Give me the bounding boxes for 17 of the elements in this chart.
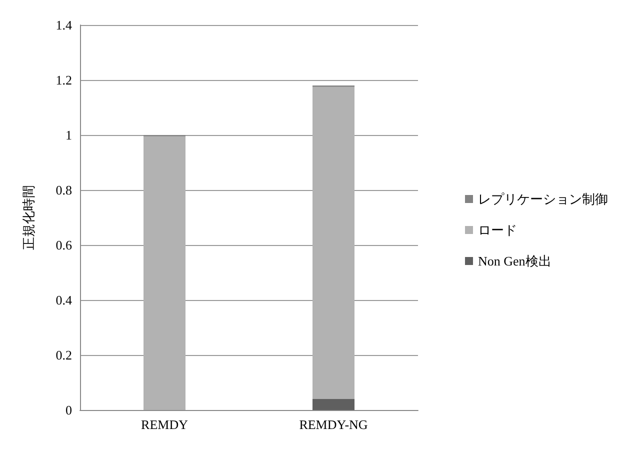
x-tick-label: REMDY (141, 417, 189, 432)
y-axis-title: 正規化時間 (21, 185, 36, 250)
bar (312, 86, 354, 399)
y-tick-label: 1.2 (56, 72, 72, 88)
y-tick-label: 0.2 (56, 348, 72, 362)
legend-label: ロード (478, 222, 517, 238)
y-tick-label: 1 (66, 128, 72, 142)
legend-label: Non Gen検出 (478, 254, 552, 268)
y-tick-label: 0.6 (56, 238, 72, 252)
bar (312, 399, 354, 410)
y-tick-label: 0.4 (56, 292, 72, 308)
y-tick-label: 0.8 (56, 182, 72, 198)
legend-label: レプリケーション制御 (478, 192, 608, 206)
y-tick-label: 0 (66, 402, 72, 418)
x-tick-label: REMDY-NG (299, 417, 368, 432)
bar (144, 136, 186, 410)
y-tick-label: 1.4 (56, 18, 72, 32)
